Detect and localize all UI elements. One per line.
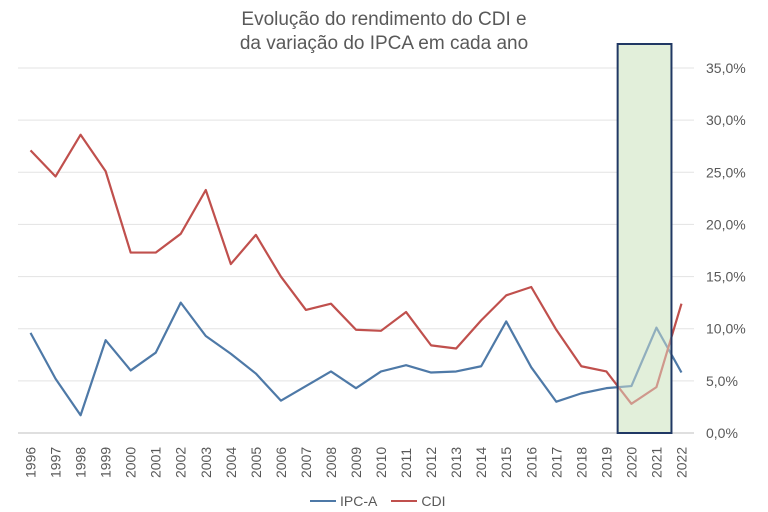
legend-item-ipca: IPC-A	[310, 493, 377, 509]
x-tick-label: 2011	[398, 448, 414, 478]
legend-item-cdi: CDI	[391, 493, 445, 509]
x-tick-label: 1997	[48, 447, 64, 478]
x-tick-label: 2016	[523, 447, 539, 478]
series-line-cdi	[29, 133, 683, 405]
x-tick-label: 2003	[198, 447, 214, 478]
x-tick-label: 2022	[673, 447, 689, 478]
x-tick-label: 2000	[123, 447, 139, 478]
legend-label-ipca: IPC-A	[340, 493, 378, 509]
x-tick-label: 1996	[23, 447, 39, 478]
x-tick-label: 2007	[298, 447, 314, 478]
highlight-border	[616, 43, 673, 434]
chart-title-line-2: da variação do IPCA em cada ano	[239, 33, 529, 54]
y-tick-label: 15,0%	[706, 269, 746, 285]
x-tick-label: 2010	[373, 447, 389, 478]
x-tick-label: 2009	[348, 447, 364, 478]
legend-label-cdi: CDI	[421, 493, 446, 509]
x-tick-label: 2005	[248, 447, 264, 478]
x-tick-label: 2021	[648, 447, 664, 478]
y-tick-label: 35,0%	[706, 60, 746, 76]
y-tick-label: 25,0%	[706, 164, 746, 180]
x-tick-label: 1998	[73, 447, 89, 478]
x-tick-label: 2018	[573, 447, 589, 478]
series-line-ipca	[29, 301, 683, 417]
y-tick-label: 5,0%	[706, 373, 738, 389]
x-tick-label: 2004	[223, 447, 239, 478]
series-lines	[29, 43, 683, 434]
x-tick-label: 1999	[98, 447, 114, 478]
y-tick-label: 30,0%	[706, 112, 746, 128]
x-tick-label: 2013	[448, 447, 464, 478]
y-tick-label: 20,0%	[706, 216, 746, 232]
x-tick-label: 2012	[423, 447, 439, 478]
x-axis-ticks: 1996 1997 1998 1999 2000 2001 2002 2003 2004 2005…	[23, 447, 690, 478]
legend: IPC-A CDI	[310, 492, 459, 510]
x-tick-label: 2008	[323, 447, 339, 478]
x-tick-label: 2001	[148, 447, 164, 478]
y-tick-label: 10,0%	[706, 321, 746, 337]
x-tick-label: 2006	[273, 447, 289, 478]
y-axis-ticks: 0,0% 5,0% 10,0% 15,0% 20,0% 25,0% 30,0% 35,0%	[706, 60, 746, 441]
highlight-overlay	[617, 44, 672, 433]
x-tick-label: 2019	[598, 447, 614, 478]
x-tick-label: 2015	[498, 447, 514, 478]
x-tick-label: 2002	[173, 447, 189, 478]
legend-swatch-ipca	[310, 500, 336, 502]
legend-swatch-cdi	[391, 500, 418, 502]
gridlines	[18, 67, 694, 434]
x-tick-label: 2017	[548, 447, 564, 478]
x-tick-label: 2014	[473, 447, 489, 478]
x-tick-label: 2020	[623, 447, 639, 478]
y-tick-label: 0,0%	[706, 425, 738, 441]
chart-title-line-1: Evolução do rendimento do CDI e	[241, 9, 527, 30]
